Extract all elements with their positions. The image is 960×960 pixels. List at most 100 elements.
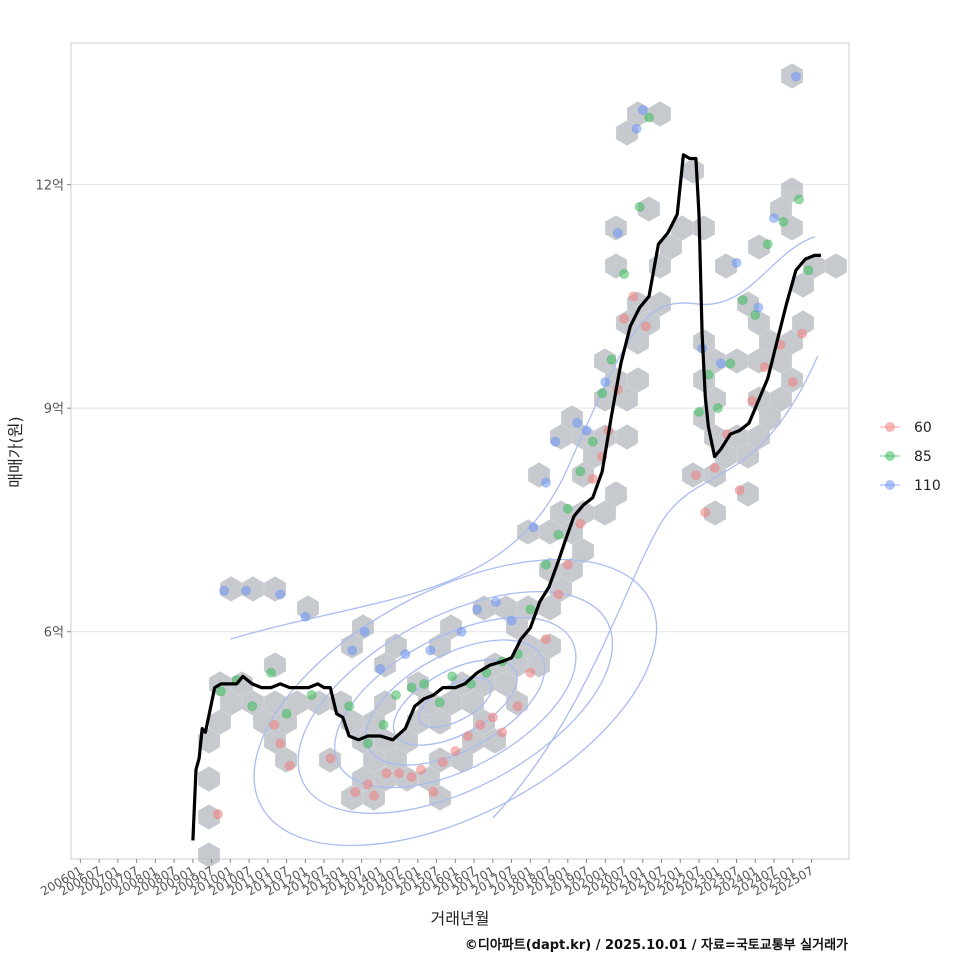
point-85	[434, 697, 445, 708]
hexbin-cell	[715, 253, 737, 279]
point-110	[631, 123, 642, 134]
hexbin-cell	[209, 709, 231, 735]
hexbin-cell	[572, 500, 594, 526]
point-85	[419, 678, 430, 689]
hexbin-cell	[385, 747, 407, 773]
hexbin-cell	[726, 424, 748, 450]
hexbin-cell	[792, 272, 814, 298]
legend-key-point	[885, 422, 895, 432]
point-110	[240, 585, 251, 596]
hexbin-cell	[429, 709, 451, 735]
hexbin-cell	[649, 101, 671, 127]
point-60	[540, 634, 551, 645]
hexbin-cell	[539, 519, 561, 545]
point-85	[247, 701, 258, 712]
hexbin-cell	[704, 500, 726, 526]
point-85	[803, 265, 814, 276]
point-85	[344, 701, 355, 712]
point-110	[769, 213, 780, 224]
point-110	[375, 663, 386, 674]
point-60	[325, 753, 336, 764]
point-110	[219, 585, 230, 596]
hexbin-cell	[253, 709, 275, 735]
trend-line	[191, 153, 821, 841]
point-60	[269, 719, 280, 730]
hexbin-cell	[396, 728, 418, 754]
y-tick-label: 6억	[44, 626, 64, 641]
hexbin-cell	[198, 842, 220, 868]
point-60	[415, 764, 426, 775]
density-contour	[334, 616, 577, 789]
hexbin-cell	[374, 690, 396, 716]
hexbin-cell	[198, 728, 220, 754]
hexbin-cell	[792, 310, 814, 336]
scatter-points	[212, 71, 814, 820]
hexbin-cell	[242, 576, 264, 602]
density-contour	[365, 639, 546, 766]
point-110	[715, 358, 726, 369]
hexbin-cell	[770, 386, 792, 412]
y-tick-label: 9억	[44, 402, 64, 417]
hexbin-cell	[539, 595, 561, 621]
point-85	[553, 529, 564, 540]
hexbin-cell	[594, 500, 616, 526]
point-85	[712, 403, 723, 414]
point-110	[472, 604, 483, 615]
point-60	[787, 377, 798, 388]
point-110	[753, 302, 764, 313]
hexbin-cell	[473, 595, 495, 621]
hexbin-cell	[363, 709, 385, 735]
point-60	[450, 745, 461, 756]
point-110	[347, 645, 358, 656]
point-85	[406, 682, 417, 693]
point-60	[619, 313, 630, 324]
point-60	[525, 667, 536, 678]
hexbin-cell	[605, 481, 627, 507]
legend-key-point	[885, 451, 895, 461]
point-110	[731, 257, 742, 268]
point-85	[694, 406, 705, 417]
point-110	[300, 611, 311, 622]
point-60	[497, 727, 508, 738]
point-85	[762, 239, 773, 250]
density-contour	[492, 355, 819, 819]
hexbin-cell	[275, 709, 297, 735]
point-110	[612, 228, 623, 239]
point-110	[637, 105, 648, 116]
y-tick-label: 12억	[35, 179, 64, 194]
point-85	[390, 690, 401, 701]
hexbin-cell	[264, 690, 286, 716]
point-85	[619, 269, 630, 280]
hexbin-cell	[495, 671, 517, 697]
point-85	[725, 358, 736, 369]
point-60	[212, 809, 223, 820]
hexbin-cell	[748, 424, 770, 450]
point-60	[512, 701, 523, 712]
point-85	[606, 354, 617, 365]
hexbin-cell	[418, 690, 440, 716]
legend-key-point	[885, 480, 895, 490]
point-110	[400, 649, 411, 660]
point-85	[575, 466, 586, 477]
point-60	[406, 772, 417, 783]
point-85	[362, 738, 373, 749]
point-110	[456, 626, 467, 637]
point-85	[562, 503, 573, 514]
point-110	[275, 589, 286, 600]
point-60	[797, 328, 808, 339]
point-110	[528, 522, 539, 533]
point-60	[475, 719, 486, 730]
point-85	[265, 667, 276, 678]
hexbin-cell	[220, 690, 242, 716]
point-60	[587, 473, 598, 484]
point-110	[572, 418, 583, 429]
point-85	[634, 201, 645, 212]
hexbin-cell	[198, 804, 220, 830]
hexbin-cell	[781, 329, 803, 355]
hexbin-cell	[616, 120, 638, 146]
point-85	[644, 112, 655, 123]
point-110	[581, 425, 592, 436]
point-85	[587, 436, 598, 447]
point-85	[281, 708, 292, 719]
